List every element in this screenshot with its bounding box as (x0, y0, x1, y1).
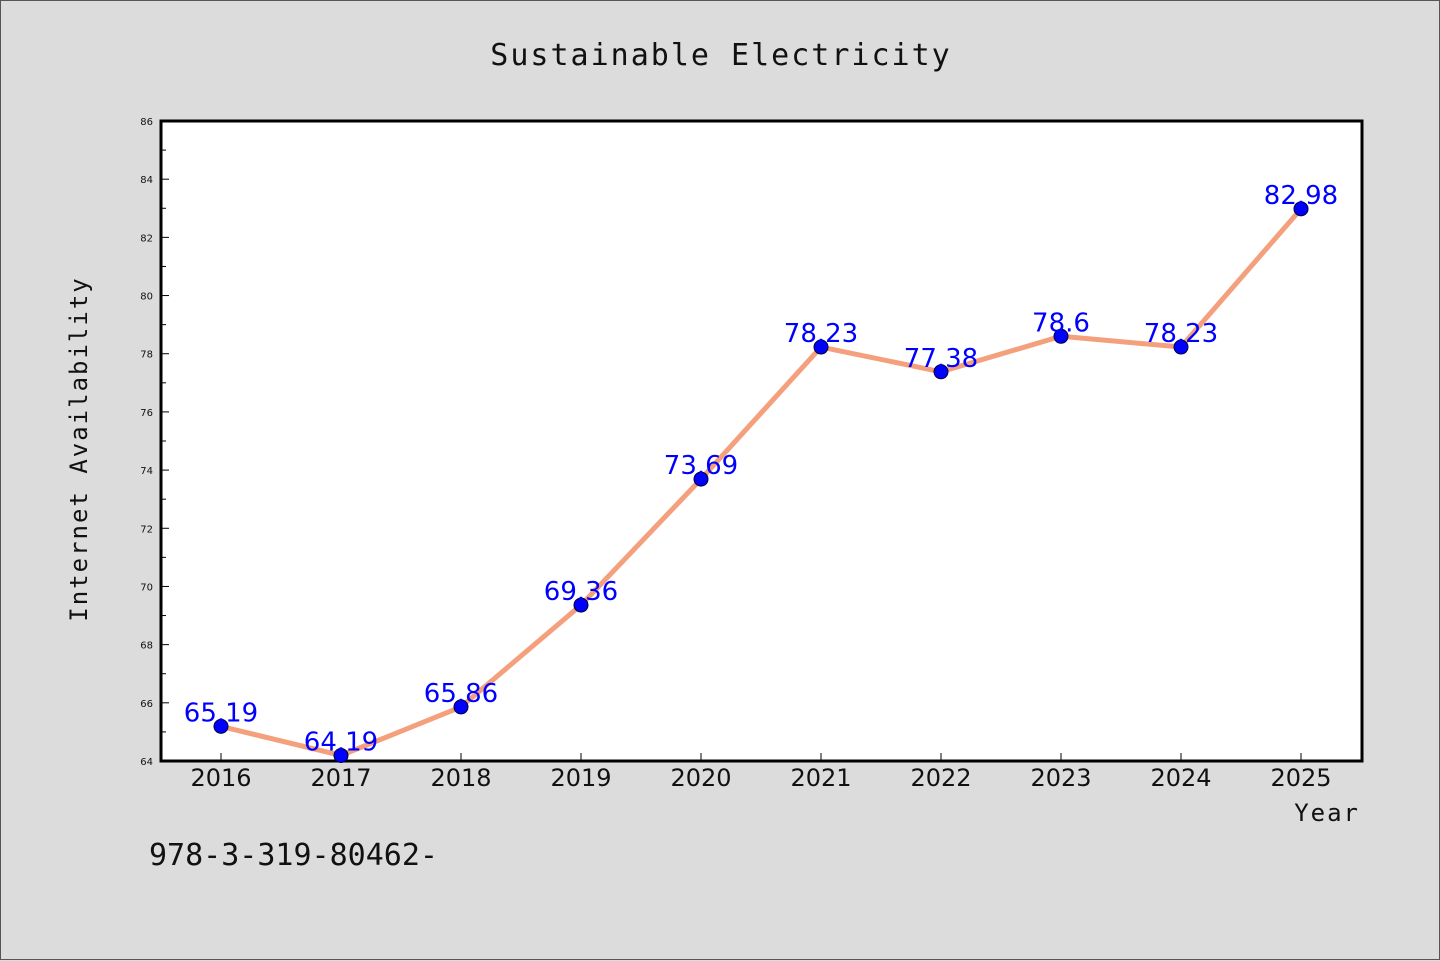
data-point-marker (1173, 339, 1189, 355)
y-tick-label: 80 (140, 292, 153, 303)
data-point-label: 64.19 (304, 727, 378, 757)
data-point-label: 69.36 (544, 577, 618, 607)
y-tick-label: 74 (140, 466, 153, 477)
data-point-label: 77.38 (904, 344, 978, 374)
data-markers (213, 201, 1309, 763)
data-point-marker (573, 597, 589, 613)
y-tick-label: 76 (140, 408, 153, 419)
x-tick-label: 2020 (670, 764, 731, 792)
chart-title: Sustainable Electricity (490, 38, 951, 73)
data-point-label: 78.23 (784, 319, 858, 349)
y-axis-ticks: 64 66 68 70 72 74 76 78 80 82 84 86 (140, 117, 169, 768)
x-tick-label: 2025 (1270, 764, 1331, 792)
footnote-text: 978-3-319-80462- (149, 838, 438, 873)
y-tick-label: 72 (140, 524, 153, 535)
y-tick-label: 70 (140, 582, 153, 593)
data-point-label: 65.19 (184, 698, 258, 728)
x-axis-label: Year (1294, 799, 1360, 827)
data-point-label: 65.86 (424, 679, 498, 709)
data-point-marker (813, 339, 829, 355)
y-tick-label: 86 (140, 117, 153, 128)
data-point-marker (1293, 201, 1309, 217)
x-tick-label: 2024 (1150, 764, 1211, 792)
y-tick-label: 68 (140, 641, 153, 652)
y-tick-label: 64 (140, 757, 153, 768)
y-axis-label: Internet Availability (65, 276, 93, 621)
y-tick-label: 82 (140, 233, 153, 244)
data-labels: 65.19 64.19 65.86 69.36 73.69 78.23 77.38 78.6 7… (184, 181, 1338, 758)
x-tick-label: 2021 (790, 764, 851, 792)
data-point-marker (693, 471, 709, 487)
x-tick-label: 2016 (190, 764, 251, 792)
x-tick-label: 2023 (1030, 764, 1091, 792)
x-tick-label: 2018 (430, 764, 491, 792)
data-point-label: 82.98 (1264, 181, 1338, 211)
data-point-marker (453, 699, 469, 715)
y-tick-label: 84 (140, 175, 153, 186)
data-point-label: 78.23 (1144, 319, 1218, 349)
data-point-label: 73.69 (664, 451, 738, 481)
data-point-marker (1053, 328, 1069, 344)
x-tick-label: 2017 (310, 764, 371, 792)
x-axis-ticks: 2016 2017 2018 2019 2020 2021 2022 2023 2024 2025 (190, 753, 1332, 792)
data-point-marker (933, 364, 949, 380)
series-line (218, 206, 1304, 758)
y-tick-label: 66 (140, 699, 153, 710)
x-tick-label: 2022 (910, 764, 971, 792)
plot-area (159, 119, 1364, 763)
data-point-marker (213, 718, 229, 734)
data-point-marker (333, 747, 349, 763)
data-point-label: 78.6 (1032, 308, 1090, 338)
y-tick-label: 78 (140, 350, 153, 361)
x-tick-label: 2019 (550, 764, 611, 792)
